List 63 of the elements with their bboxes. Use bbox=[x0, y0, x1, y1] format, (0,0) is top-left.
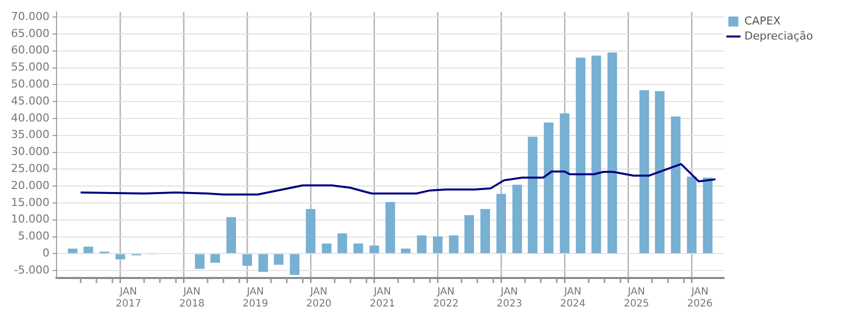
bar bbox=[322, 244, 332, 254]
bar bbox=[432, 236, 443, 254]
bar bbox=[607, 52, 618, 254]
legend-label: CAPEX bbox=[744, 14, 782, 28]
y-tick-label: 5.000 bbox=[18, 230, 50, 243]
y-tick-label: 20.000 bbox=[10, 178, 50, 192]
bar bbox=[512, 184, 522, 254]
bar bbox=[274, 254, 284, 265]
bar bbox=[591, 56, 602, 254]
y-tick-label: 30.000 bbox=[10, 145, 50, 158]
y-tick-label: 65.000 bbox=[10, 26, 50, 40]
bar bbox=[448, 235, 459, 254]
x-tick-label: JAN 2020 bbox=[306, 286, 332, 310]
x-tick-label: JAN 2019 bbox=[242, 286, 268, 310]
x-tick-label: JAN 2021 bbox=[370, 286, 396, 310]
y-tick-label: 70.000 bbox=[10, 10, 50, 23]
legend-label: Depreciação bbox=[744, 29, 814, 42]
bar bbox=[544, 122, 554, 254]
x-tick-label: JAN 2017 bbox=[116, 286, 142, 310]
x-tick-label: JAN 2026 bbox=[687, 286, 713, 310]
bar bbox=[686, 176, 697, 254]
y-tick-label: 15.000 bbox=[10, 196, 50, 209]
bar bbox=[290, 254, 300, 275]
bar bbox=[464, 215, 474, 254]
bar bbox=[654, 91, 665, 254]
bar bbox=[670, 116, 681, 254]
bar bbox=[242, 254, 252, 266]
bar bbox=[258, 254, 268, 272]
y-tick-label: 25.000 bbox=[10, 162, 50, 176]
bar bbox=[68, 248, 78, 254]
bar bbox=[416, 235, 427, 254]
y-tick-label: 0 bbox=[42, 246, 50, 260]
bar bbox=[480, 209, 490, 254]
bar bbox=[639, 90, 650, 254]
bar bbox=[194, 254, 205, 269]
y-tick-label: 35.000 bbox=[10, 128, 50, 142]
bar bbox=[576, 58, 586, 254]
bar bbox=[369, 246, 380, 254]
bar bbox=[353, 244, 364, 254]
bar bbox=[702, 178, 712, 254]
bar bbox=[226, 217, 236, 254]
bar bbox=[496, 194, 506, 254]
y-tick-label: 40.000 bbox=[10, 111, 50, 124]
bar bbox=[115, 254, 126, 260]
x-tick-label: JAN 2018 bbox=[179, 286, 205, 310]
bar bbox=[528, 136, 538, 254]
y-tick-label: 10.000 bbox=[10, 212, 50, 226]
bar bbox=[385, 202, 396, 254]
y-tick-label: 60.000 bbox=[10, 44, 50, 57]
bar bbox=[400, 248, 411, 254]
bar bbox=[560, 113, 570, 254]
x-tick-label: JAN 2023 bbox=[496, 286, 522, 310]
y-tick-label: 45.000 bbox=[10, 94, 50, 108]
x-tick-label: JAN 2022 bbox=[433, 286, 459, 310]
bar bbox=[306, 209, 316, 254]
bar bbox=[337, 233, 348, 254]
x-tick-label: JAN 2025 bbox=[624, 286, 650, 310]
y-tick-label: -5.000 bbox=[14, 263, 50, 276]
bar bbox=[210, 254, 220, 263]
x-tick-label: JAN 2024 bbox=[560, 286, 586, 310]
bar bbox=[84, 246, 94, 254]
y-tick-label: 50.000 bbox=[10, 78, 50, 91]
y-tick-label: 55.000 bbox=[10, 60, 50, 74]
